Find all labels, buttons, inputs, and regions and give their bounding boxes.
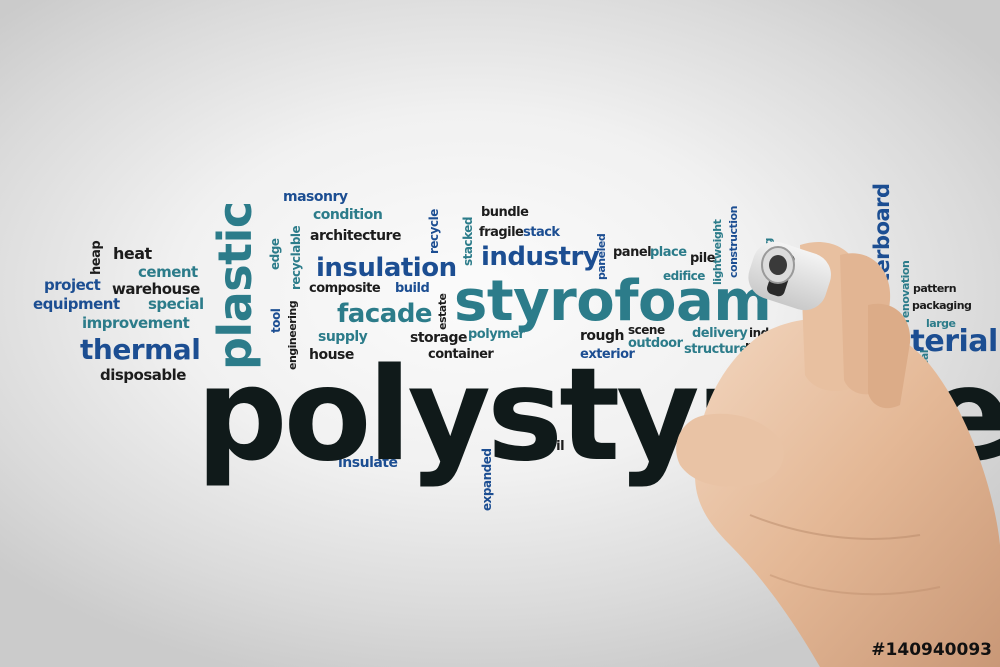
- cloud-word: panel: [613, 245, 652, 260]
- cloud-word: thermal: [80, 333, 201, 366]
- cloud-word: project: [44, 276, 101, 294]
- cloud-word: edge: [268, 238, 282, 270]
- cloud-word: heap: [89, 240, 104, 275]
- cloud-word: improvement: [82, 314, 190, 332]
- cloud-word: place: [650, 245, 687, 260]
- cloud-word: recycle: [427, 209, 441, 254]
- cloud-word: stacked: [461, 217, 475, 266]
- cloud-word: build: [395, 281, 430, 296]
- hand-with-marker-image: [676, 241, 1000, 667]
- cloud-word: exterior: [580, 347, 635, 362]
- cloud-word: condition: [313, 207, 383, 223]
- cloud-word: civil: [537, 439, 565, 454]
- cloud-word: heat: [113, 244, 152, 263]
- cloud-word: scene: [628, 323, 665, 337]
- cloud-word: stack: [523, 225, 560, 240]
- cloud-word: storage: [410, 330, 468, 346]
- cloud-word: insulate: [338, 455, 398, 471]
- cloud-word: house: [309, 347, 354, 363]
- cloud-word: tool: [269, 308, 283, 333]
- cloud-word: disposable: [100, 366, 186, 384]
- cloud-word: outdoor: [628, 336, 683, 351]
- cloud-word: rough: [580, 328, 624, 344]
- cloud-word: estate: [436, 293, 449, 330]
- cloud-word: edifice: [663, 269, 705, 283]
- cloud-word: industry: [481, 242, 600, 272]
- cloud-word: bundle: [481, 205, 529, 220]
- stock-id-label: #140940093: [871, 640, 992, 660]
- cloud-word: architecture: [310, 228, 401, 244]
- cloud-word: special: [148, 295, 204, 313]
- cloud-word: large: [926, 317, 956, 330]
- cloud-word: packaging: [912, 299, 972, 312]
- cloud-word: equipment: [33, 295, 120, 313]
- cloud-word: pattern: [913, 282, 957, 295]
- cloud-word: composite: [309, 281, 381, 296]
- cloud-word: cement: [138, 263, 198, 281]
- cloud-word: structure: [684, 342, 748, 357]
- cloud-word: warehouse: [112, 280, 200, 298]
- cloud-word: container: [428, 347, 494, 362]
- cloud-word: styrofoam: [454, 269, 772, 334]
- cloud-word: delivery: [692, 326, 748, 341]
- cloud-word: recyclable: [289, 225, 303, 290]
- cloud-word: fragile: [479, 225, 524, 240]
- cloud-word: insulation: [316, 253, 457, 283]
- cloud-word: supply: [318, 329, 368, 345]
- cloud-word: facade: [337, 299, 433, 329]
- cloud-word: polymer: [468, 327, 525, 342]
- cloud-word: masonry: [283, 189, 348, 205]
- cloud-word: pile: [690, 251, 716, 266]
